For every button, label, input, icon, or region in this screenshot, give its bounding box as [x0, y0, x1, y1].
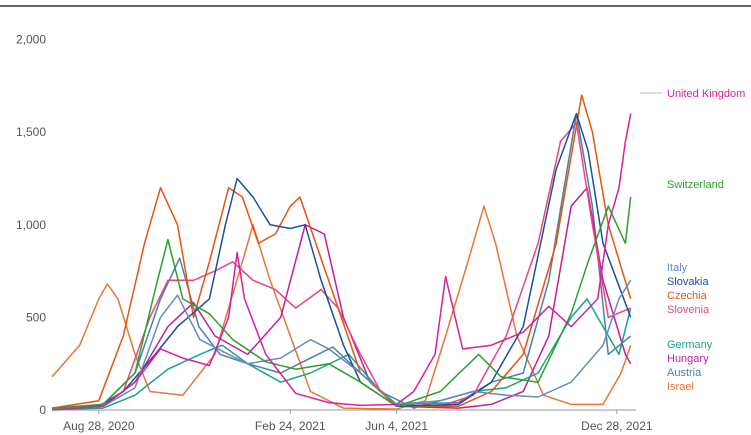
series-line-united-kingdom	[51, 113, 632, 411]
y-tick-label: 1,000	[16, 218, 46, 232]
y-tick-label: 0	[39, 403, 46, 417]
legend-label-germany: Germany	[667, 339, 713, 351]
legend-label-israel: Israel	[667, 381, 694, 393]
series-line-germany	[51, 298, 632, 411]
x-tick-label: Feb 24, 2021	[255, 419, 326, 433]
legend-label-czechia: Czechia	[667, 290, 708, 302]
axes: 0 500 1,000 1,500 2,000 Aug 28, 2020 Feb 24, 2…	[16, 33, 653, 433]
series-line-switzerland	[51, 196, 632, 409]
y-tick-label: 1,500	[16, 125, 46, 139]
legend-label-hungary: Hungary	[667, 353, 709, 365]
series-line-hungary	[51, 186, 632, 411]
x-tick-label: Aug 28, 2020	[63, 419, 135, 433]
legend-label-switzerland: Switzerland	[667, 179, 724, 191]
legend-label-united-kingdom: United Kingdom	[667, 88, 745, 100]
y-tick-label: 2,000	[16, 33, 46, 47]
series-line-czechia	[51, 94, 632, 409]
series-lines	[51, 94, 632, 411]
series-line-austria	[51, 112, 632, 410]
y-tick-label: 500	[26, 310, 46, 324]
x-tick-label: Dec 28, 2021	[581, 419, 653, 433]
legend-label-slovenia: Slovenia	[667, 304, 710, 316]
legend: United Kingdom Switzerland Italy Slovakia Cz…	[640, 88, 745, 393]
legend-label-italy: Italy	[667, 262, 688, 274]
series-line-slovakia	[51, 112, 632, 410]
x-tick-label: Jun 4, 2021	[365, 419, 428, 433]
legend-label-slovakia: Slovakia	[667, 276, 709, 288]
series-line-italy	[51, 279, 632, 410]
legend-label-austria: Austria	[667, 367, 702, 379]
